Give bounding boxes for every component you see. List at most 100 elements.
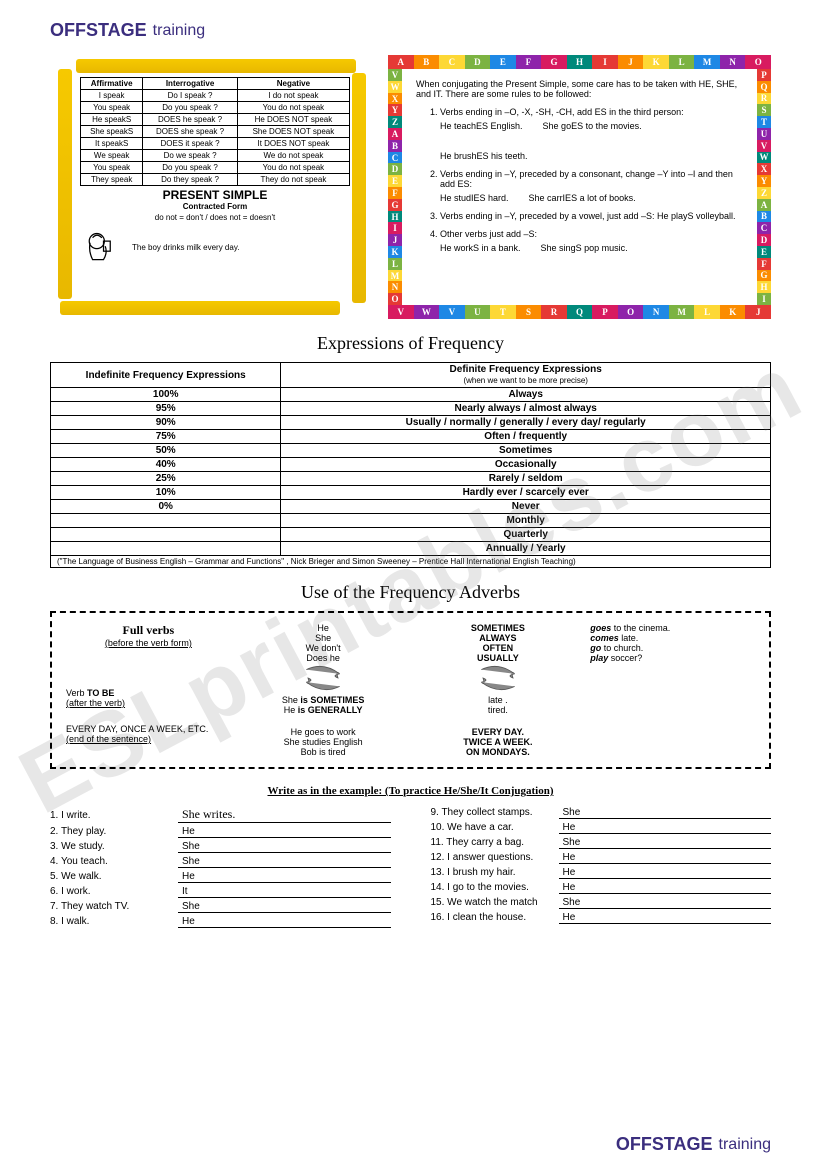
freq-desc: Never [281, 500, 771, 514]
alphabet-cell: K [388, 246, 402, 258]
exercise-prompt: 5. We walk. [50, 871, 170, 882]
freq-desc: Quarterly [281, 528, 771, 542]
boy-drinking-icon [80, 226, 122, 268]
conjugation-table: AffirmativeInterrogativeNegative I speak… [80, 77, 350, 186]
freq-desc: Rarely / seldom [281, 472, 771, 486]
exercise-prompt: 2. They play. [50, 826, 170, 837]
alphabet-cell: P [757, 69, 771, 81]
freq-percent: 100% [51, 388, 281, 402]
freq-header-left: Indefinite Frequency Expressions [51, 363, 281, 388]
alphabet-cell: O [388, 293, 402, 305]
alphabet-cell: U [465, 305, 491, 319]
logo-sub: training [153, 22, 205, 40]
adverbs-column: SOMETIMESALWAYSOFTENUSUALLYlate .tired.E… [416, 623, 581, 757]
exercise-blank[interactable]: He [559, 912, 772, 924]
exercise-prompt: 6. I work. [50, 886, 170, 897]
alphabet-cell: X [757, 163, 771, 175]
exercise-row: 9. They collect stamps.She [431, 807, 772, 819]
exercise-blank[interactable]: She [559, 837, 772, 849]
exercise-blank[interactable]: He [559, 882, 772, 894]
alphabet-cell: L [694, 305, 720, 319]
exercise-blank[interactable]: He [178, 871, 391, 883]
exercise-title: Write as in the example: (To practice He… [50, 785, 771, 797]
exercise-blank[interactable]: She [178, 901, 391, 913]
alphabet-cell: Q [567, 305, 593, 319]
alphabet-cell: V [388, 305, 414, 319]
conj-cell: He speakS [81, 114, 143, 126]
present-simple-title: PRESENT SIMPLE [80, 188, 350, 202]
alphabet-cell: V [439, 305, 465, 319]
freq-desc: Always [281, 388, 771, 402]
alphabet-cell: K [720, 305, 746, 319]
freq-header-right: Definite Frequency Expressions (when we … [281, 363, 771, 388]
alphabet-cell: T [490, 305, 516, 319]
alphabet-cell: G [541, 55, 567, 69]
exercise-blank[interactable]: He [178, 916, 391, 928]
predicates-column: goes to the cinema.comes late.go to chur… [590, 623, 755, 757]
freq-percent: 95% [51, 402, 281, 416]
exercise-blank[interactable]: She [178, 856, 391, 868]
conj-cell: You speak [81, 162, 143, 174]
pencil-frame: AffirmativeInterrogativeNegative I speak… [50, 55, 370, 319]
alphabet-cell: O [745, 55, 771, 69]
freq-percent: 0% [51, 500, 281, 514]
contracted-forms: do not = don't / does not = doesn't [80, 213, 350, 222]
conj-cell: They do not speak [237, 174, 349, 186]
exercise-row: 13. I brush my hair. He [431, 867, 772, 879]
conj-cell: It speakS [81, 138, 143, 150]
exercise-prompt: 12. I answer questions. [431, 852, 551, 863]
conj-cell: DOES it speak ? [143, 138, 238, 150]
alphabet-cell: Q [757, 81, 771, 93]
footer-logo: OFFSTAGE training [616, 1134, 771, 1155]
exercise-blank[interactable]: She [178, 841, 391, 853]
conj-cell: They speak [81, 174, 143, 186]
alphabet-cell: B [757, 211, 771, 223]
exercise-blank[interactable]: He [178, 826, 391, 838]
exercise-blank[interactable]: He [559, 822, 772, 834]
subjects-column: HeSheWe don'tDoes heShe is SOMETIMESHe i… [241, 623, 406, 757]
conj-cell: Do you speak ? [143, 162, 238, 174]
alphabet-cell: A [757, 199, 771, 211]
alphabet-cell: G [388, 199, 402, 211]
full-verbs-label: Full verbs [123, 623, 175, 637]
exercise-blank[interactable]: She writes. [178, 807, 391, 823]
conj-header: Interrogative [143, 78, 238, 90]
freq-percent: 40% [51, 458, 281, 472]
conj-cell: You speak [81, 102, 143, 114]
end-sentence-label: (end of the sentence) [66, 734, 231, 744]
alphabet-cell: P [592, 305, 618, 319]
frequency-heading: Expressions of Frequency [50, 333, 771, 354]
exercise-blank[interactable]: It [178, 886, 391, 898]
conj-cell: I do not speak [237, 90, 349, 102]
exercise-prompt: 13. I brush my hair. [431, 867, 551, 878]
alphabet-cell: F [516, 55, 542, 69]
exercise-blank[interactable]: He [559, 852, 772, 864]
conj-cell: He DOES NOT speak [237, 114, 349, 126]
exercise-blank[interactable]: He [559, 867, 772, 879]
conj-cell: We do not speak [237, 150, 349, 162]
exercise-row: 2. They play. He [50, 826, 391, 838]
alphabet-cell: V [757, 140, 771, 152]
freq-percent: 90% [51, 416, 281, 430]
conj-cell: DOES he speak ? [143, 114, 238, 126]
conj-cell: Do they speak ? [143, 174, 238, 186]
exercise-row: 11. They carry a bag.She [431, 837, 772, 849]
alphabet-cell: V [388, 69, 402, 81]
exercise-prompt: 8. I walk. [50, 916, 170, 927]
conj-header: Affirmative [81, 78, 143, 90]
before-verb-label: (before the verb form) [66, 638, 231, 648]
exercise-blank[interactable]: She [559, 897, 772, 909]
alphabet-cell: M [388, 270, 402, 282]
example-sentence: The boy drinks milk every day. [132, 243, 239, 252]
alphabet-cell: L [388, 258, 402, 270]
conj-header: Negative [237, 78, 349, 90]
conj-cell: She DOES NOT speak [237, 126, 349, 138]
exercise-row: 16. I clean the house.He [431, 912, 772, 924]
alphabet-cell: W [757, 152, 771, 164]
alphabet-cell: F [757, 258, 771, 270]
exercise-blank[interactable]: She [559, 807, 772, 819]
freq-percent [51, 514, 281, 528]
conj-cell: You do not speak [237, 162, 349, 174]
alphabet-cell: E [757, 246, 771, 258]
exercise-prompt: 14. I go to the movies. [431, 882, 551, 893]
